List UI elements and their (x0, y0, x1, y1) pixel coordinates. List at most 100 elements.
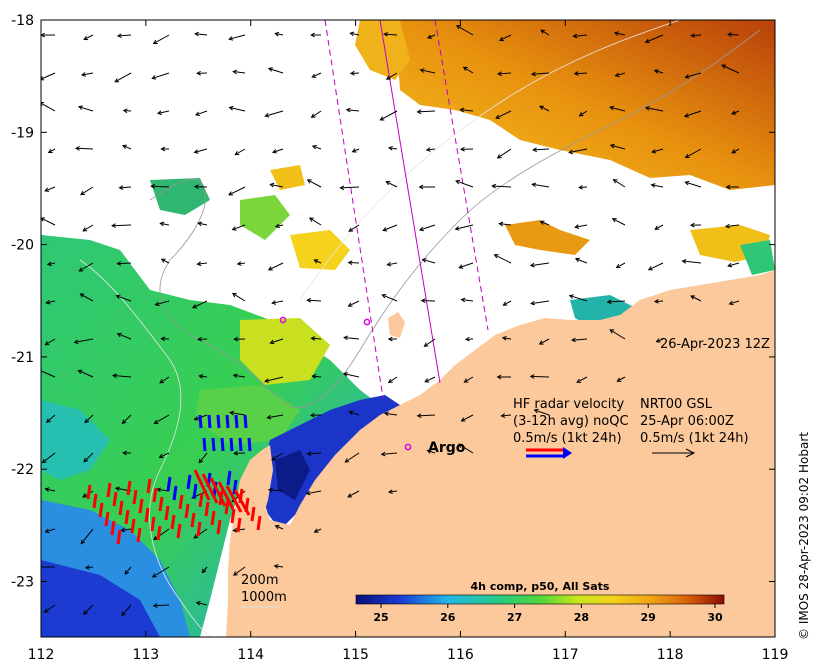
track-line-dashed-east (434, 20, 489, 331)
hf-radar-arrow (201, 473, 219, 504)
current-arrowhead (228, 191, 234, 196)
current-arrowhead (576, 378, 582, 383)
current-arrow (85, 566, 94, 569)
current-arrow (609, 329, 626, 340)
current-arrowhead (530, 300, 536, 306)
current-arrowhead (122, 450, 127, 456)
current-arrowhead (497, 71, 502, 77)
current-arrow (343, 373, 360, 378)
current-arrowhead (160, 146, 166, 152)
current-arrow (575, 258, 588, 264)
current-arrow (76, 147, 94, 150)
current-arrow (312, 72, 322, 78)
current-arrowhead (80, 539, 86, 545)
current-arrowhead (339, 185, 345, 191)
current-arrowhead (197, 221, 203, 227)
colorbar-tick-label: 30 (707, 611, 723, 624)
current-arrow (312, 145, 322, 150)
current-arrow (532, 183, 550, 188)
current-arrowhead (420, 298, 426, 304)
current-arrow (382, 294, 398, 302)
current-arrowhead (198, 374, 204, 379)
current-arrowhead (609, 143, 615, 149)
current-arrow (121, 604, 132, 616)
current-arrow (152, 566, 170, 578)
current-arrowhead (232, 571, 238, 576)
current-arrow (197, 262, 208, 265)
current-arrow (387, 262, 398, 266)
x-tick-label: 119 (762, 647, 789, 663)
current-arrowhead (731, 149, 737, 154)
current-arrow (569, 148, 588, 154)
current-arrowhead (454, 226, 460, 231)
current-arrow (346, 109, 360, 112)
current-arrowhead (421, 258, 427, 263)
hf-radar-arrow (256, 515, 262, 531)
current-arrowhead (193, 416, 199, 421)
hf-radar-arrow (172, 485, 178, 501)
current-arrow (682, 260, 702, 264)
hf-radar-arrow (211, 437, 216, 452)
current-arrow (461, 298, 474, 302)
current-arrowhead (724, 223, 730, 229)
current-arrow (271, 452, 284, 461)
current-arrowhead (653, 298, 659, 304)
current-arrowhead (41, 76, 45, 81)
current-arrowhead (388, 145, 393, 151)
current-arrowhead (41, 217, 45, 222)
current-arrowhead (385, 180, 391, 186)
current-arrowhead (606, 299, 612, 305)
current-arrow (194, 148, 208, 153)
current-arrow (422, 258, 436, 264)
colorbar: 4h comp, p50, All Sats 25 26 27 28 29 30 (355, 580, 725, 624)
current-arrowhead (47, 148, 53, 153)
current-arrow (350, 32, 360, 36)
hf-radar-arrow (225, 485, 243, 513)
current-arrowhead (572, 33, 578, 39)
land-peninsula (255, 445, 273, 520)
current-arrowhead (383, 411, 389, 417)
current-arrow (417, 414, 436, 417)
current-arrow (159, 452, 170, 458)
current-arrowhead (193, 534, 199, 539)
current-arrowhead (690, 295, 696, 300)
current-arrowhead (112, 373, 117, 379)
current-arrowhead (613, 31, 619, 36)
colorbar-tick-label: 25 (373, 611, 388, 624)
current-arrow (198, 452, 208, 464)
isobath-1000m-line (79, 20, 681, 637)
current-arrow (609, 106, 626, 112)
current-arrow (352, 148, 360, 153)
hf-radar-arrow (230, 508, 236, 524)
y-tick-label: -21 (11, 350, 34, 366)
current-arrowhead (458, 443, 463, 448)
hf-radar-arrow (217, 481, 235, 510)
current-arrowhead (419, 68, 425, 73)
current-arrowhead (192, 304, 198, 309)
current-arrow (160, 222, 170, 226)
hf-radar-arrow (210, 510, 216, 526)
current-arrow (344, 452, 360, 463)
current-arrow (458, 443, 474, 454)
current-arrowhead (122, 144, 128, 149)
current-arrowhead (83, 457, 89, 463)
current-arrowhead (611, 218, 617, 223)
current-arrowhead (500, 413, 506, 418)
current-arrow (82, 224, 94, 232)
current-arrow (307, 179, 322, 188)
current-arrow (499, 34, 512, 41)
current-arrowhead (347, 302, 353, 307)
current-arrowhead (84, 565, 90, 570)
current-arrowhead (540, 29, 546, 34)
current-arrowhead (313, 259, 319, 264)
current-arrowhead (233, 336, 239, 342)
current-arrowhead (498, 221, 504, 227)
current-arrow (388, 490, 398, 493)
current-arrowhead (44, 341, 50, 346)
legend-gsl-title: NRT00 GSL (640, 397, 713, 412)
current-arrowhead (114, 78, 120, 83)
current-arrow (463, 66, 474, 74)
current-arrow (307, 452, 322, 455)
current-arrow (232, 224, 246, 231)
current-arrowhead (426, 449, 432, 454)
